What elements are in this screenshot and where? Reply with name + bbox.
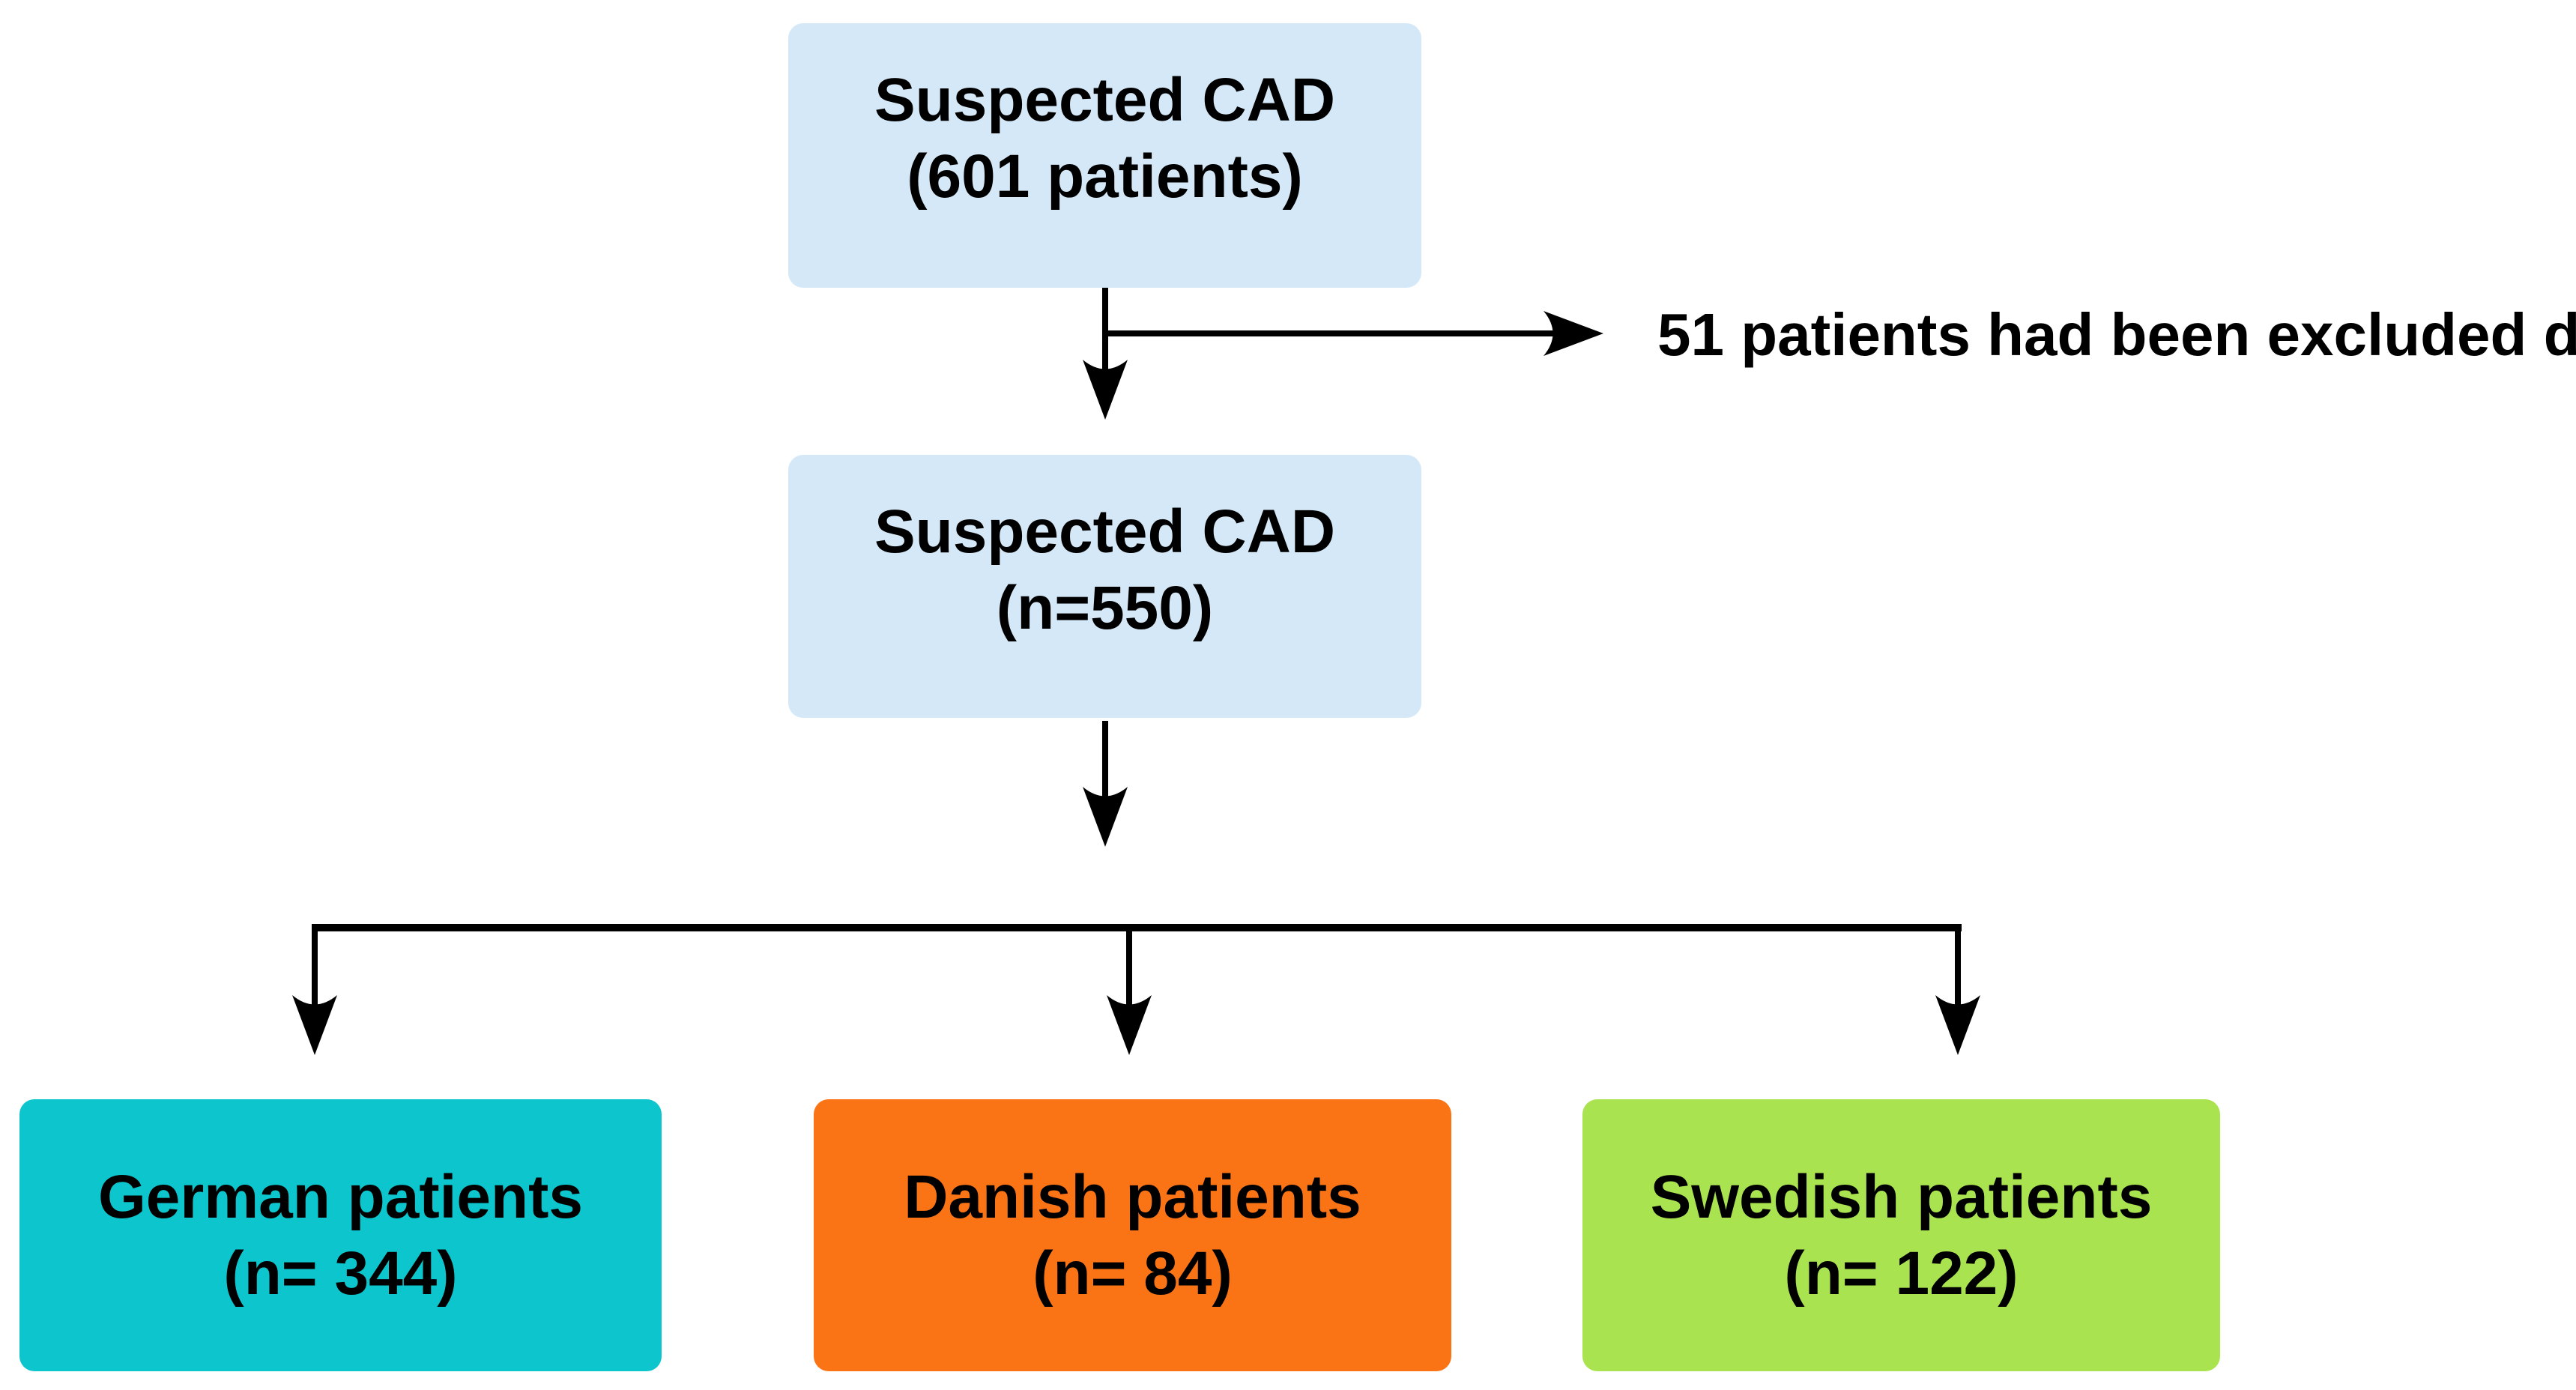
node-label-line2: (n= 344) bbox=[223, 1239, 458, 1308]
node-german-patients: German patients (n= 344) bbox=[19, 1099, 662, 1371]
node-danish-patients: Danish patients (n= 84) bbox=[814, 1099, 1451, 1371]
node-suspected-cad-601: Suspected CAD (601 patients) bbox=[788, 23, 1421, 288]
arrow-exclusion-head-icon bbox=[1544, 311, 1603, 356]
node-label-line2: (n= 84) bbox=[1032, 1239, 1233, 1308]
exclusion-note: 51 patients had been excluded due to sev… bbox=[1657, 296, 2576, 374]
arrow-middle-down-head-icon bbox=[1083, 787, 1128, 847]
exclusion-note-line1: 51 patients had been excluded bbox=[1657, 301, 2527, 368]
arrow-to-danish-head-icon bbox=[1107, 995, 1152, 1055]
node-swedish-patients: Swedish patients (n= 122) bbox=[1582, 1099, 2220, 1371]
node-label-line1: Suspected CAD bbox=[874, 498, 1336, 566]
node-label-line2: (n= 122) bbox=[1784, 1239, 2019, 1308]
node-label-line1: Suspected CAD bbox=[874, 66, 1336, 134]
exclusion-note-line2: due to severe valve diseases bbox=[2543, 301, 2576, 368]
node-label-line2: (n=550) bbox=[996, 574, 1214, 642]
node-label-line1: German patients bbox=[97, 1162, 584, 1231]
node-suspected-cad-550: Suspected CAD (n=550) bbox=[788, 455, 1421, 718]
arrow-top-to-middle-head-icon bbox=[1083, 360, 1128, 420]
node-label-line2: (601 patients) bbox=[907, 142, 1303, 211]
arrow-to-german-head-icon bbox=[292, 995, 337, 1055]
arrow-to-swedish-head-icon bbox=[1935, 995, 1980, 1055]
node-label-line1: Danish patients bbox=[904, 1162, 1361, 1231]
node-label-line1: Swedish patients bbox=[1650, 1162, 2153, 1231]
